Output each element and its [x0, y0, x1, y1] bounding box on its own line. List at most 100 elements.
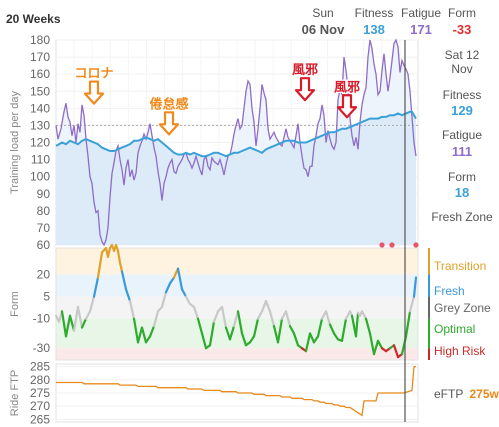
- form-segment-25: [136, 326, 144, 344]
- y-tick-form-1: 5: [43, 290, 50, 304]
- form-segment-33: [168, 276, 176, 285]
- form-segment-29: [152, 310, 160, 328]
- form-segment-43: [208, 320, 216, 347]
- y-tick-load-12: 60: [37, 238, 51, 252]
- form-segment-41: [200, 332, 208, 350]
- fitness-area: [56, 111, 416, 245]
- form-segment-20: [118, 261, 124, 273]
- annotation-arrow-2: [294, 77, 316, 102]
- form-zone-3: [56, 318, 418, 349]
- form-segment-5: [72, 305, 80, 332]
- form-segment-87: [372, 339, 380, 356]
- form-segment-62: [284, 310, 292, 328]
- form-segment-86: [368, 332, 376, 356]
- y-tick-load-8: 100: [30, 170, 50, 184]
- form-zone-4: [56, 348, 418, 360]
- form-segment-11: [96, 251, 104, 279]
- annotation-arrow-1: [158, 111, 180, 136]
- form-segment-2: [60, 310, 68, 338]
- form-segment-27: [144, 335, 152, 344]
- form-segment-73: [328, 323, 336, 335]
- y-tick-load-7: 110: [31, 153, 50, 167]
- ftp-ylabel: Ride FTP: [9, 370, 21, 416]
- form-segment-57: [264, 299, 272, 313]
- form-segment-76: [340, 317, 348, 342]
- form-panel-value: 18: [454, 185, 470, 200]
- date-label: Sun: [312, 6, 334, 20]
- form-frame: [55, 247, 419, 361]
- form-segment-88: [376, 339, 384, 350]
- form-segment-3: [64, 314, 72, 338]
- rest-day-marker-2: [413, 242, 419, 248]
- fatigue-header-label: Fatigue: [400, 6, 442, 20]
- zone-label-optimal: Optimal: [434, 322, 476, 336]
- y-tick-load-0: 180: [30, 33, 50, 47]
- fatigue-panel-label: Fatigue: [441, 128, 483, 142]
- form-segment-67: [304, 332, 312, 353]
- zone-label-fresh: Fresh: [434, 284, 465, 298]
- zone-label-transition: Transition: [434, 259, 487, 273]
- annotation-label-1: 倦怠感: [149, 96, 188, 111]
- form-segment-81: [354, 311, 360, 338]
- form-zone-strip-1: [428, 274, 430, 297]
- form-segment-72: [324, 310, 332, 326]
- y-tick-ftp-4: 265: [30, 412, 50, 426]
- rest-day-marker-0: [379, 242, 385, 248]
- training-load-panel[interactable]: 180 170 160 150 140 130 120 110 100 90 80 70 60 コロナ倦…: [9, 33, 419, 252]
- zone-label-grey: Grey Zone: [434, 301, 491, 315]
- eftp-label: eFTP: [434, 387, 464, 401]
- form-zone-strip-4: [428, 348, 430, 360]
- form-panel[interactable]: 20 5 -10 -30 Form: [9, 243, 430, 361]
- series-fitness-line: [55, 110, 417, 158]
- series-eftp-line: [56, 365, 416, 417]
- form-zone-1: [56, 274, 418, 297]
- annotation-label-3: 風邪: [334, 79, 360, 94]
- y-tick-ftp-1: 280: [30, 373, 50, 387]
- y-tick-load-11: 70: [37, 221, 51, 235]
- y-tick-load-10: 80: [37, 204, 51, 218]
- form-segment-54: [252, 317, 260, 338]
- form-segment-31: [160, 291, 168, 309]
- form-segment-22: [124, 288, 132, 303]
- eftp-value: 275w: [469, 387, 499, 401]
- y-tick-ftp-0: 285: [30, 360, 50, 374]
- range-label[interactable]: 20 Weeks: [6, 12, 61, 26]
- y-tick-load-3: 150: [30, 84, 50, 98]
- y-tick-form-3: -30: [33, 341, 51, 355]
- form-segment-14: [106, 246, 112, 258]
- fitness-header-label: Fitness: [354, 6, 394, 20]
- annotation-arrow-0: [83, 80, 105, 105]
- form-segment-6: [76, 305, 84, 329]
- form-segment-24: [132, 317, 140, 344]
- form-segment-32: [164, 282, 172, 294]
- y-tick-load-6: 120: [30, 136, 50, 150]
- y-tick-load-9: 90: [37, 187, 51, 201]
- annotation-label-0: コロナ: [74, 66, 113, 81]
- form-segment-84: [360, 310, 368, 320]
- form-segment-39: [192, 305, 200, 320]
- form-segment-35: [176, 267, 184, 291]
- form-segment-23: [128, 299, 136, 320]
- form-zone-strip-3: [428, 318, 430, 349]
- form-segment-7: [80, 317, 88, 329]
- form-segment-69: [312, 335, 320, 344]
- annotation-arrow-3: [336, 94, 358, 119]
- form-segment-19: [116, 249, 122, 264]
- eftp-label-row: eFTP 275w: [434, 387, 499, 401]
- form-segment-77: [344, 310, 352, 320]
- form-segment-68: [308, 332, 316, 344]
- fitness-header-value: 138: [363, 22, 385, 37]
- form-segment-97: [412, 276, 418, 298]
- form-segment-48: [228, 325, 236, 341]
- form-segment-50: [236, 310, 244, 335]
- form-segment-37: [184, 295, 192, 306]
- fatigue-panel-value: 111: [451, 144, 473, 159]
- form-segment-44: [212, 310, 220, 323]
- cursor-date-line2: Nov: [451, 62, 473, 76]
- date-value: 06 Nov: [301, 22, 345, 37]
- y-tick-load-4: 140: [30, 101, 50, 115]
- form-segment-28: [148, 325, 156, 338]
